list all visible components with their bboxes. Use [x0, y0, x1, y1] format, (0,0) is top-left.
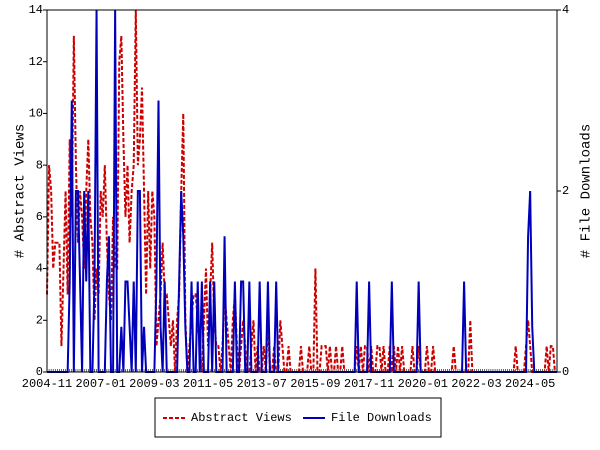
legend-label: File Downloads: [331, 411, 432, 425]
y-tick-label: 14: [29, 3, 43, 17]
x-tick-label: 2017-11: [344, 377, 394, 391]
y-tick-label: 6: [36, 210, 43, 224]
series-line: [46, 9, 557, 373]
y-tick-label: 10: [29, 107, 43, 121]
y-tick-label: 12: [29, 55, 43, 69]
x-tick-label: 2007-01: [75, 377, 125, 391]
legend-label: Abstract Views: [191, 411, 292, 425]
y-tick-label: 8: [36, 158, 43, 172]
y-tick-label: 0: [36, 365, 43, 379]
x-tick-label: 2004-11: [22, 377, 72, 391]
x-tick-label: 2013-07: [237, 377, 287, 391]
plot-frame: [46, 9, 558, 373]
x-tick-label: 2024-05: [505, 377, 555, 391]
x-tick-label: 2015-09: [290, 377, 340, 391]
x-tick-label: 2009-03: [129, 377, 179, 391]
x-tick-label: 2020-01: [398, 377, 448, 391]
y-tick-label: 2: [36, 313, 43, 327]
y2-tick-label: 0: [562, 365, 569, 379]
y2-tick-label: 4: [562, 3, 569, 17]
y-tick-label: 4: [36, 262, 43, 276]
y2-axis-title: # File Downloads: [579, 124, 595, 258]
x-tick-label: 2011-05: [183, 377, 233, 391]
series-line: [47, 9, 557, 373]
legend-box: [154, 397, 442, 438]
x-tick-label: 2022-03: [451, 377, 501, 391]
y2-tick-label: 2: [562, 184, 569, 198]
y-axis-title: # Abstract Views: [13, 124, 29, 258]
